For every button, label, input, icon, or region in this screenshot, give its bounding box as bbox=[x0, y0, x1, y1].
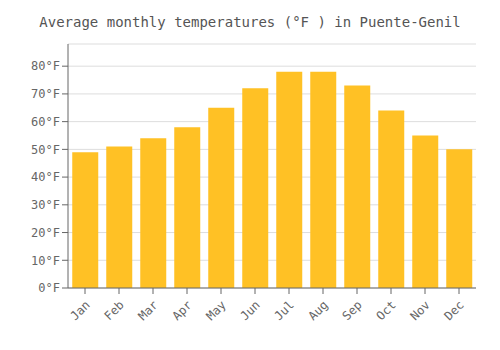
svg-text:Oct: Oct bbox=[374, 298, 399, 323]
svg-text:Jul: Jul bbox=[272, 298, 297, 323]
svg-text:70°F: 70°F bbox=[31, 87, 60, 101]
svg-text:Feb: Feb bbox=[102, 298, 127, 323]
svg-text:10°F: 10°F bbox=[31, 254, 60, 268]
svg-text:20°F: 20°F bbox=[31, 226, 60, 240]
svg-text:Nov: Nov bbox=[408, 298, 433, 323]
svg-text:60°F: 60°F bbox=[31, 115, 60, 129]
html-text:Average monthly temperatures (: Average monthly temperatures (°F ) in Pu… bbox=[39, 14, 461, 30]
svg-text:Sep: Sep bbox=[340, 298, 365, 323]
svg-text:Jan: Jan bbox=[68, 298, 93, 323]
svg-text:30°F: 30°F bbox=[31, 198, 60, 212]
svg-text:Dec: Dec bbox=[442, 298, 467, 323]
svg-text:50°F: 50°F bbox=[31, 143, 60, 157]
svg-text:May: May bbox=[204, 298, 229, 323]
svg-text:80°F: 80°F bbox=[31, 59, 60, 73]
svg-text:Mar: Mar bbox=[136, 298, 161, 323]
svg-text:Jun: Jun bbox=[238, 298, 263, 323]
svg-text:40°F: 40°F bbox=[31, 170, 60, 184]
svg-text:Aug: Aug bbox=[306, 298, 331, 323]
svg-text:0°F: 0°F bbox=[38, 281, 60, 295]
svg-text:Apr: Apr bbox=[170, 298, 195, 323]
